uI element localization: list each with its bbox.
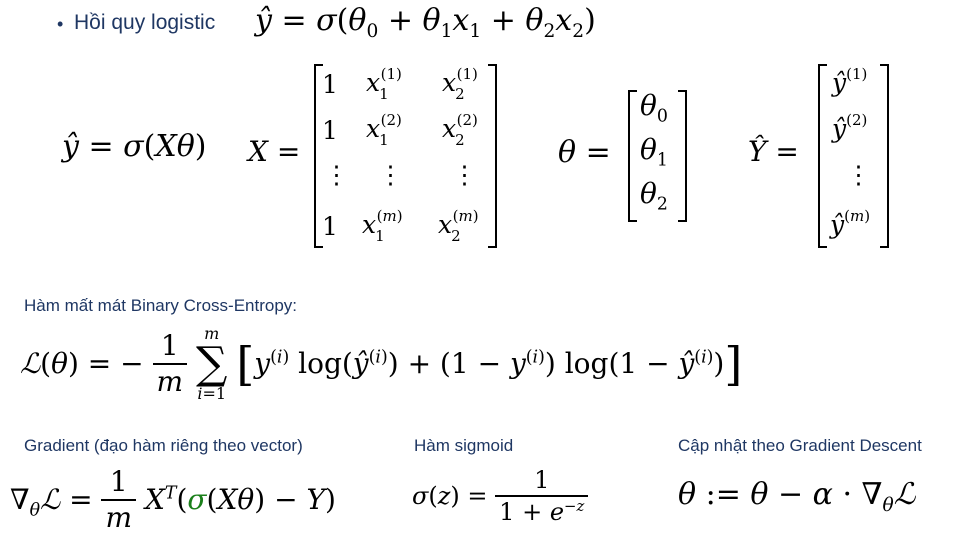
logistic-equation: ŷ = σ(θ0 + θ1x1 + θ2x2) [255, 3, 596, 42]
x-matrix-cell: x2(2) [442, 111, 478, 149]
y-hat-cell: ŷ(2) [832, 111, 868, 143]
sigma-term: σ [187, 483, 207, 516]
x-matrix-right-bracket [488, 64, 497, 248]
theta-cell: θ1 [640, 133, 668, 171]
y-hat-vector-label: Ŷ = [748, 135, 799, 168]
x-matrix-label: X = [248, 135, 301, 168]
theta-cell: θ0 [640, 89, 668, 127]
x-matrix-cell: x1(m) [362, 207, 403, 245]
x-matrix-cell: x2(1) [442, 65, 478, 103]
x-matrix-cell: ⋮ [378, 160, 403, 189]
x-matrix-cell: 1 [322, 212, 338, 241]
update-equation: θ := θ − α · ∇θℒ [678, 477, 916, 516]
theta-vector-label: θ = [558, 135, 611, 170]
theta-left-bracket [628, 90, 637, 222]
theta-cell: θ2 [640, 177, 668, 215]
loss-label: Hàm mất mát Binary Cross-Entropy: [24, 296, 298, 315]
x-matrix-cell: 1 [322, 70, 338, 99]
y-hat-cell: ⋮ [846, 160, 871, 189]
update-label: Cập nhật theo Gradient Descent [678, 436, 922, 455]
x-matrix-cell: 1 [322, 116, 338, 145]
y-hat-cell: ŷ(1) [832, 65, 868, 97]
prediction-equation: ŷ = σ(Xθ) [62, 129, 207, 164]
x-matrix-cell: x2(m) [438, 207, 479, 245]
x-matrix-cell: x1(2) [366, 111, 402, 149]
sigmoid-label: Hàm sigmoid [414, 436, 514, 455]
theta-right-bracket [678, 90, 687, 222]
x-matrix-cell: ⋮ [452, 160, 477, 189]
x-matrix-cell: x1(1) [366, 65, 402, 103]
x-matrix-cell: ⋮ [324, 160, 349, 189]
section-title: Hồi quy logistic [74, 11, 216, 34]
y-hat-cell: ŷ(m) [830, 207, 871, 239]
y-hat-right-bracket [880, 64, 889, 248]
y-hat-left-bracket [818, 64, 827, 248]
x-matrix-left-bracket [314, 64, 323, 248]
gradient-label: Gradient (đạo hàm riêng theo vector) [24, 436, 303, 455]
bullet-icon: • [57, 14, 64, 34]
